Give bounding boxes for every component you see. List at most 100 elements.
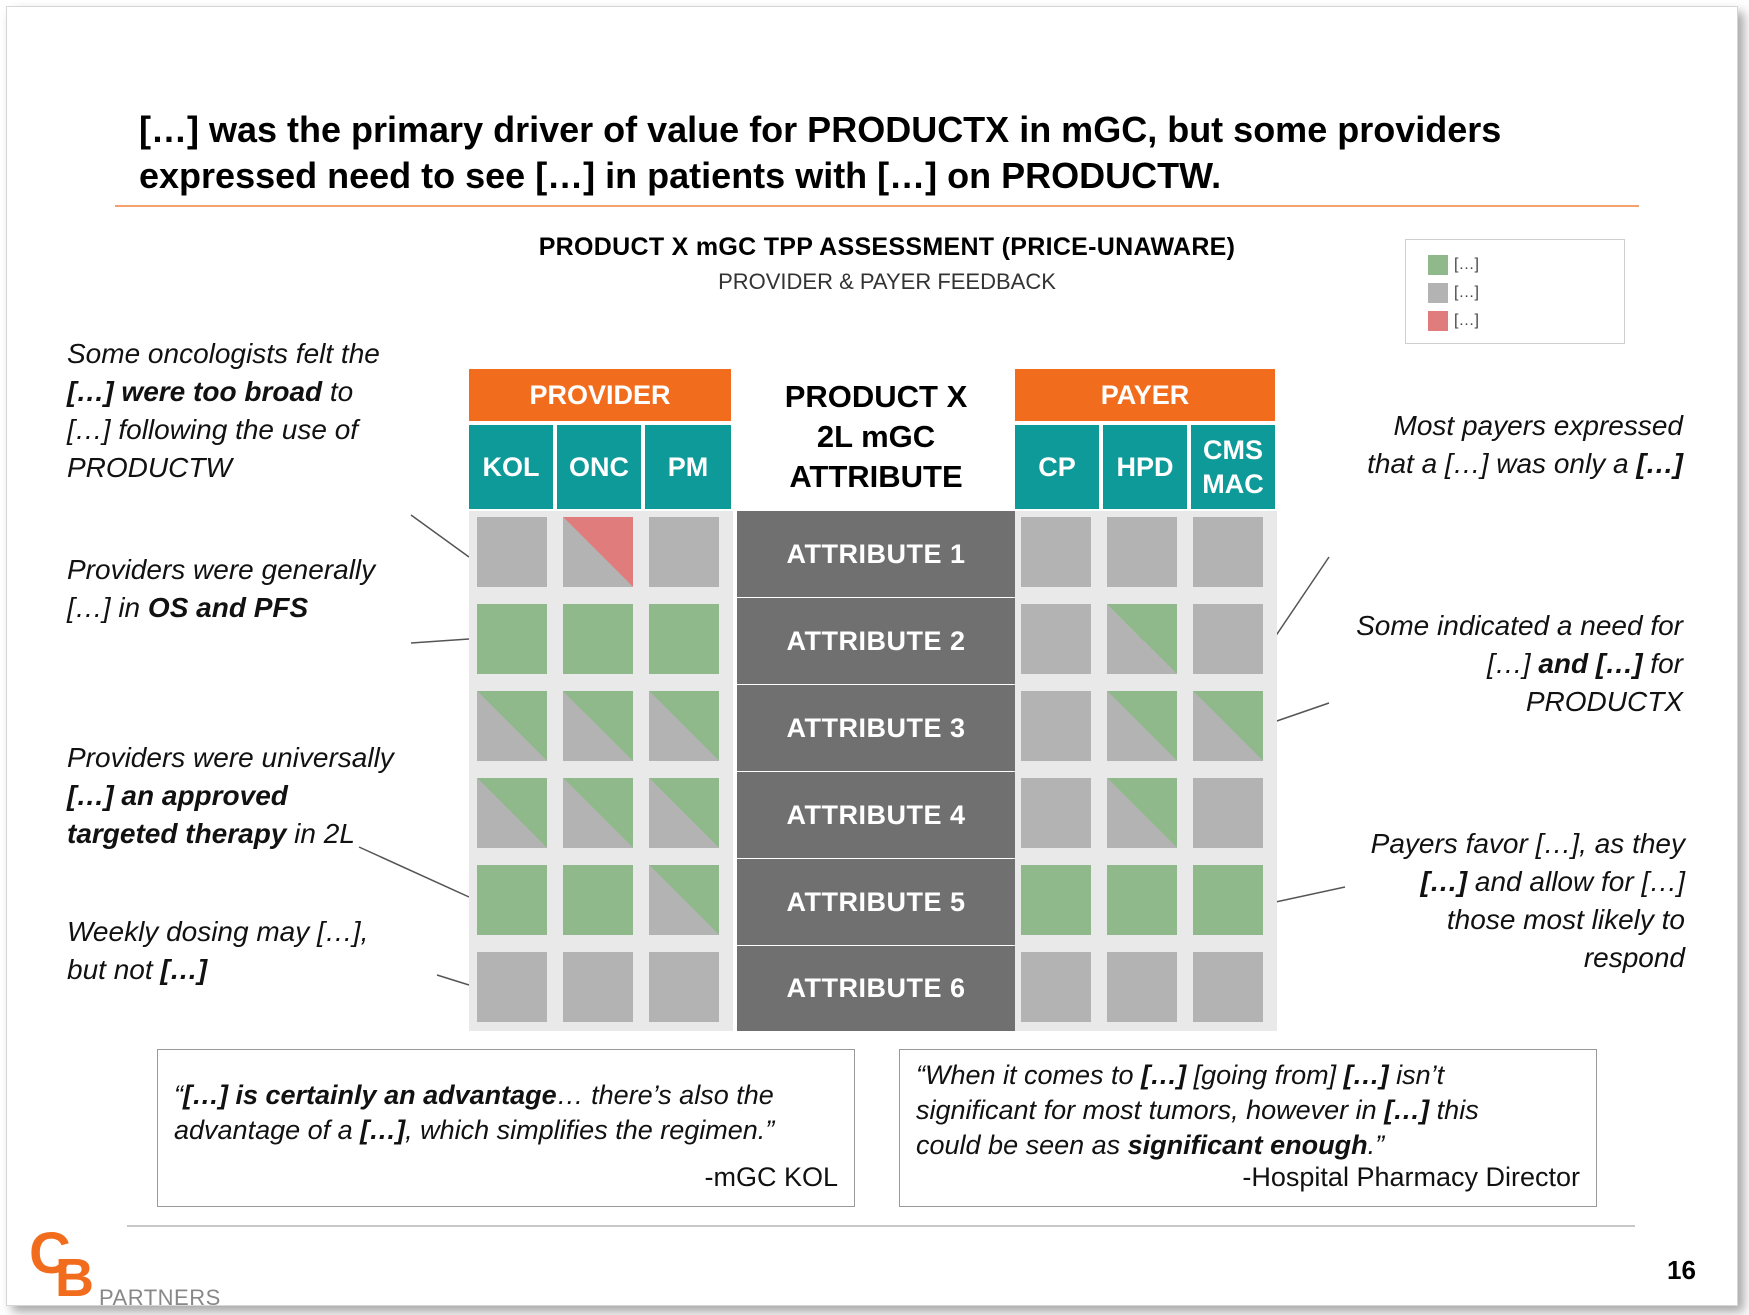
- note-bold: OS and PFS: [147, 592, 309, 623]
- rating-cell-payer-0: [1021, 691, 1091, 761]
- rating-cell-provider-kol: [477, 865, 547, 935]
- quote-box-hpd: “When it comes to […] [going from] […] i…: [899, 1049, 1597, 1207]
- attribute-label: ATTRIBUTE 5: [737, 859, 1015, 945]
- rating-cell-payer-2: [1193, 778, 1263, 848]
- rating-cell-payer-1: [1107, 952, 1177, 1022]
- rating-cell-payer-0: [1021, 604, 1091, 674]
- connector-lines: [358, 514, 1346, 986]
- quote-line: could be seen as significant enough.”: [916, 1128, 1592, 1163]
- note-text: for: [1642, 648, 1683, 679]
- note-text: but not […]: [67, 951, 467, 989]
- rating-cell-provider-onc: [563, 865, 633, 935]
- quote-fragment: advantage of a: [174, 1115, 361, 1145]
- quote-line: “[…] is certainly an advantage… there’s …: [174, 1078, 844, 1113]
- rating-cell-provider-onc: [563, 778, 633, 848]
- note-bold: targeted therapy: [67, 818, 287, 849]
- note-text: those most likely to: [1446, 904, 1685, 935]
- attribute-label: ATTRIBUTE 1: [737, 511, 1015, 597]
- rating-cell-provider-onc: [563, 952, 633, 1022]
- note-text: Providers were generally: [67, 554, 376, 585]
- rating-cell-payer-0: [1021, 952, 1091, 1022]
- attribute-header-line: 2L mGC: [816, 419, 936, 454]
- quote-fragment: .”: [1367, 1130, 1385, 1160]
- quote-fragment: isn’t: [1388, 1060, 1445, 1090]
- left-note-1: Some oncologists felt the […] were too b…: [67, 335, 467, 487]
- rating-cell-provider-kol: [477, 691, 547, 761]
- left-note-2: Providers were generally […] in OS and P…: [67, 551, 467, 627]
- legend-swatch-green: [1428, 255, 1448, 275]
- rating-cell-provider-onc: [563, 517, 633, 587]
- legend-swatch-gray: [1428, 283, 1448, 303]
- connector-line: [436, 974, 470, 986]
- legend-item: […]: [1428, 255, 1479, 275]
- quote-fragment: [going from]: [1186, 1060, 1344, 1090]
- rating-cell-provider-onc: [563, 691, 633, 761]
- attribute-header-line: ATTRIBUTE: [789, 459, 963, 494]
- quote-bold: […]: [360, 1115, 406, 1145]
- note-text: […] following the use of: [67, 414, 359, 445]
- rating-cell-provider-pm: [649, 604, 719, 674]
- rating-cell-payer-2: [1193, 865, 1263, 935]
- connector-line: [410, 638, 470, 644]
- rating-cell-payer-0: [1021, 865, 1091, 935]
- logo-letter-c: C: [29, 1221, 71, 1286]
- left-note-4: Weekly dosing may […], but not […]: [67, 913, 467, 989]
- quote-fragment: , which simplifies the regimen.”: [405, 1115, 775, 1145]
- column-header-kol: KOL: [469, 425, 553, 509]
- quote-fragment: this: [1429, 1095, 1479, 1125]
- connector-line: [1270, 556, 1330, 644]
- note-bold: […]: [160, 954, 208, 985]
- rating-cell-provider-kol: [477, 952, 547, 1022]
- note-text: PRODUCTW: [67, 452, 232, 483]
- quote-bold: significant enough: [1127, 1130, 1368, 1160]
- legend-label: […]: [1454, 312, 1479, 329]
- payer-header: PAYER: [1015, 369, 1275, 421]
- quote-attribution: -Hospital Pharmacy Director: [1242, 1162, 1580, 1192]
- rating-cell-provider-pm: [649, 952, 719, 1022]
- right-note-2: Some indicated a need for […] and […] fo…: [1257, 607, 1683, 721]
- attribute-header-line: PRODUCT X: [784, 379, 968, 414]
- note-text: Most payers expressed: [1393, 410, 1683, 441]
- slide: […] was the primary driver of value for …: [6, 6, 1738, 1310]
- note-text: […] were too broad to: [67, 373, 467, 411]
- attribute-label: ATTRIBUTE 2: [737, 598, 1015, 684]
- right-note-3: Payers favor […], as they […] and allow …: [1257, 825, 1685, 977]
- quote-fragment: “When it comes to: [916, 1060, 1142, 1090]
- page-number: 16: [1667, 1255, 1696, 1285]
- connector-line: [410, 514, 470, 558]
- right-note-1: Most payers expressed that a […] was onl…: [1257, 407, 1683, 483]
- note-text: that a […] was only a […]: [1257, 445, 1683, 483]
- note-text: PRODUCTX: [1525, 686, 1683, 717]
- provider-header: PROVIDER: [469, 369, 731, 421]
- note-text: […]: [1486, 648, 1539, 679]
- note-text: Payers favor […], as they: [1370, 828, 1685, 859]
- logo-letter-b: B: [55, 1248, 94, 1308]
- legend-label: […]: [1454, 284, 1479, 301]
- quote-bold: […]: [1141, 1060, 1187, 1090]
- legend-label: […]: [1454, 256, 1479, 273]
- note-bold: […]: [1636, 448, 1683, 479]
- connector-line: [358, 846, 470, 898]
- quote-bold: […]: [1343, 1060, 1389, 1090]
- note-text: to: [322, 376, 354, 407]
- quote-bold: […] is certainly an advantage: [183, 1080, 557, 1110]
- chart-title: PRODUCT X mGC TPP ASSESSMENT (PRICE-UNAW…: [538, 233, 1236, 261]
- slide-headline: […] was the primary driver of value for …: [139, 107, 1659, 199]
- quote-bold: […]: [1384, 1095, 1430, 1125]
- rating-cell-provider-pm: [649, 865, 719, 935]
- quote-fragment: “: [174, 1080, 183, 1110]
- note-text: respond: [1583, 942, 1685, 973]
- rating-cell-payer-1: [1107, 691, 1177, 761]
- left-note-3: Providers were universally […] an approv…: [67, 739, 487, 853]
- legend-item: […]: [1428, 283, 1479, 303]
- column-header-line: MAC: [1202, 469, 1264, 499]
- rating-cell-provider-kol: [477, 604, 547, 674]
- rating-cell-payer-0: [1021, 517, 1091, 587]
- quote-fragment: could be seen as: [916, 1130, 1128, 1160]
- column-header-line: CMS: [1203, 435, 1263, 465]
- headline-line-2: expressed need to see […] in patients wi…: [139, 155, 1222, 196]
- legend: […] […] […]: [1405, 239, 1625, 344]
- rating-cell-provider-onc: [563, 604, 633, 674]
- rating-cell-payer-0: [1021, 778, 1091, 848]
- rating-cell-payer-1: [1107, 517, 1177, 587]
